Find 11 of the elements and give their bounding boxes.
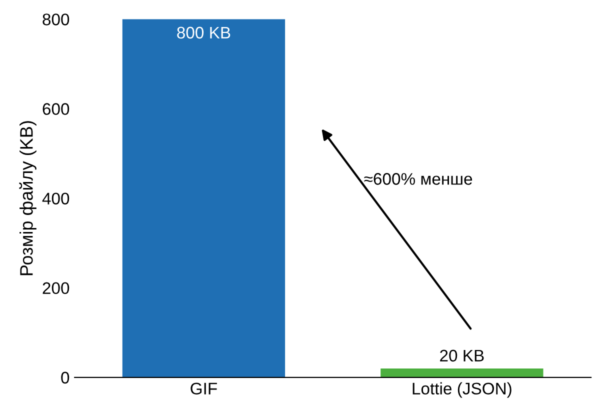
y-tick-label: 200 bbox=[42, 282, 70, 294]
annotation: ≈600% менше bbox=[364, 173, 472, 185]
y-tick-label: 0 bbox=[61, 372, 70, 384]
data-label: 20 KB bbox=[440, 350, 484, 362]
x-tick-label: Lottie (JSON) bbox=[412, 382, 512, 398]
y-tick-label: 600 bbox=[42, 103, 70, 115]
x-tick-label: GIF bbox=[190, 382, 217, 395]
y-tick-label: 800 bbox=[42, 14, 70, 26]
y-tick-label: 400 bbox=[42, 192, 70, 204]
y-axis-title: Розмір файлу (KB) bbox=[19, 121, 36, 276]
data-label: 800 KB bbox=[177, 26, 230, 39]
